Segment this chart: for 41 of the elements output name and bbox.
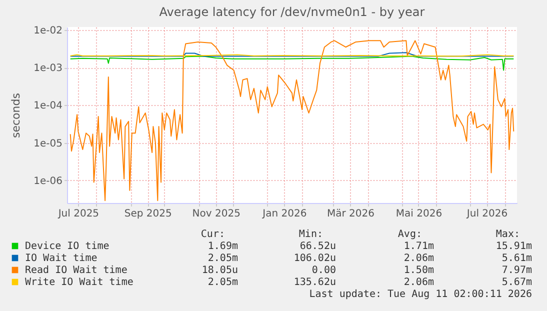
y-tick-label: 1e-04 — [34, 100, 62, 112]
y-tick-label: 1e-05 — [34, 138, 62, 150]
text: 5.61m — [502, 253, 532, 264]
text: Min: — [298, 229, 323, 240]
y-tick-label: 1e-03 — [34, 63, 62, 74]
x-tick-label: Nov 2025 — [192, 208, 240, 220]
text: Max: — [496, 229, 520, 240]
text: 2.05m — [208, 277, 238, 288]
y-tick-label: 1e-02 — [34, 25, 62, 36]
text: 1.71m — [404, 241, 434, 252]
x-tick-label: Jan 2026 — [262, 208, 307, 220]
text: 15.91m — [496, 241, 532, 252]
text: 1.69m — [208, 241, 238, 252]
text: 1.50m — [404, 265, 434, 276]
legend-label: Device IO time — [25, 241, 110, 252]
text: 135.62u — [294, 277, 336, 288]
legend-label: Read IO Wait time — [25, 265, 128, 276]
text: Last update: Tue Aug 11 02:00:11 2026 — [309, 289, 532, 300]
text: Avg: — [398, 229, 422, 240]
x-tick-label: Sep 2025 — [124, 208, 172, 220]
text: 18.05u — [202, 265, 238, 276]
line-series — [70, 40, 514, 202]
x-tick-label: Jul 2026 — [466, 208, 508, 220]
line-series — [70, 56, 514, 71]
text: 2.05m — [208, 253, 238, 264]
y-axis-title: seconds — [10, 92, 23, 138]
legend-label: IO Wait time — [25, 253, 98, 264]
text: 2.06m — [404, 253, 434, 264]
text: 66.52u — [300, 241, 336, 252]
y-tick-label: 1e-06 — [34, 176, 62, 187]
text: 106.02u — [294, 253, 336, 264]
text: Cur: — [200, 229, 225, 240]
x-tick-label: Mai 2026 — [396, 208, 442, 220]
text: 0.00 — [312, 265, 336, 276]
chart-title: Average latency for /dev/nvme0n1 - by year — [159, 4, 425, 19]
text: 2.06m — [404, 277, 434, 288]
text: 7.97m — [502, 265, 532, 276]
text: 5.67m — [502, 277, 532, 288]
legend-label: Write IO Wait time — [25, 277, 134, 288]
x-tick-label: Mär 2026 — [326, 208, 374, 220]
x-tick-label: Jul 2025 — [57, 208, 100, 220]
